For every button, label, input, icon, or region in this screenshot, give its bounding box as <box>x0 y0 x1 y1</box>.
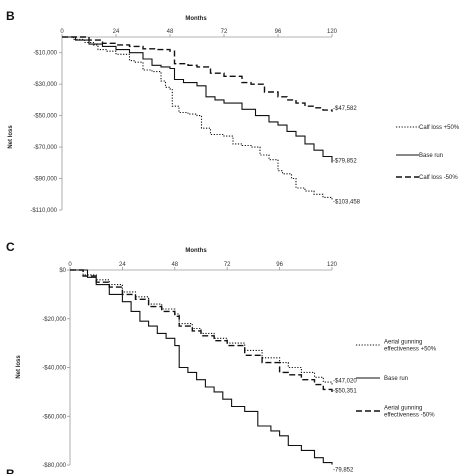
panel-b-legend-label: Base run <box>419 153 443 159</box>
panel-c-legend-label: Base run <box>384 376 408 382</box>
panel-b-x-tick-label: 120 <box>327 29 338 35</box>
panel-c-x-tick-label: 0 <box>68 262 72 268</box>
panel-c-legend-label: Aerial gunning <box>384 406 422 412</box>
panel-c-letter: C <box>6 240 15 254</box>
panel-b-x-tick-label: 72 <box>221 29 228 35</box>
panel-b-letter: B <box>6 9 15 23</box>
panel-c-legend-label: Aerial gunning <box>384 340 422 346</box>
panel-b-y-tick-label: -$90,000 <box>33 177 57 183</box>
panel-c-x-tick-label: 120 <box>327 262 338 268</box>
panel-b-y-tick-label: -$30,000 <box>33 82 57 88</box>
panel-c-end-value-label: -79,852 <box>333 468 354 474</box>
panel-c-x-tick-label: 96 <box>276 262 283 268</box>
panel-b-end-value-label: -$103,458 <box>333 200 361 206</box>
panel-b-x-tick-label: 96 <box>275 29 282 35</box>
panel-b-y-tick-label: -$10,000 <box>33 51 57 57</box>
panel-b-series-line-dotted <box>62 36 333 200</box>
panel-c-x-axis-title: Months <box>185 248 207 254</box>
panel-b-series-line-dashed <box>62 36 333 112</box>
panel-b-y-tick-label: -$70,000 <box>33 145 57 151</box>
panel-b-x-tick-label: 24 <box>113 29 120 35</box>
panel-b-y-axis-title: Net loss <box>8 125 14 149</box>
panel-b-legend-label: Calf loss +50% <box>419 125 460 131</box>
panel-c-legend-label: effectiveness -50% <box>384 413 435 419</box>
panel-c-x-tick-label: 48 <box>171 262 178 268</box>
panel-b: B Months Net loss 0 24 48 72 96 120 -$10,000 -$… <box>6 9 460 214</box>
panel-c-x-tick-label: 24 <box>119 262 126 268</box>
panel-b-y-tick-label: -$50,000 <box>33 114 57 120</box>
panel-c-y-axis-title: Net loss <box>16 355 22 379</box>
panel-c-y-tick-label: $0 <box>59 268 66 274</box>
panel-b-x-tick-label: 0 <box>60 29 64 35</box>
panel-c-y-tick-label: -$20,000 <box>42 317 66 323</box>
next-panel-letter-partial: B <box>6 467 15 474</box>
panel-b-end-value-label: -$47,582 <box>333 106 357 112</box>
panel-b-legend-label: Calf loss -50% <box>419 175 458 181</box>
panel-b-end-value-label: -$79,852 <box>333 159 357 165</box>
panel-c-legend-label: effectiveness +50% <box>384 347 437 353</box>
panel-c: C Months Net loss 0 24 48 72 96 120 $0 -$20,000… <box>6 240 437 474</box>
panel-b-x-axis-title: Months <box>185 16 207 22</box>
panel-c-x-tick-label: 72 <box>224 262 231 268</box>
panel-c-y-tick-label: -$40,000 <box>42 366 66 372</box>
panel-c-y-tick-label: -$60,000 <box>42 414 66 420</box>
panel-b-y-tick-label: -$110,000 <box>30 208 57 214</box>
panel-b-x-tick-label: 48 <box>167 29 174 35</box>
panel-c-end-value-label: -$47,020 <box>333 379 357 385</box>
panel-c-y-tick-label: -$80,000 <box>42 463 66 469</box>
panel-c-end-value-label: -$50,351 <box>333 389 357 395</box>
panel-c-series-line-solid <box>70 269 333 465</box>
panel-c-series-line-dashed <box>70 269 333 393</box>
panel-b-series-line-solid <box>62 36 333 163</box>
